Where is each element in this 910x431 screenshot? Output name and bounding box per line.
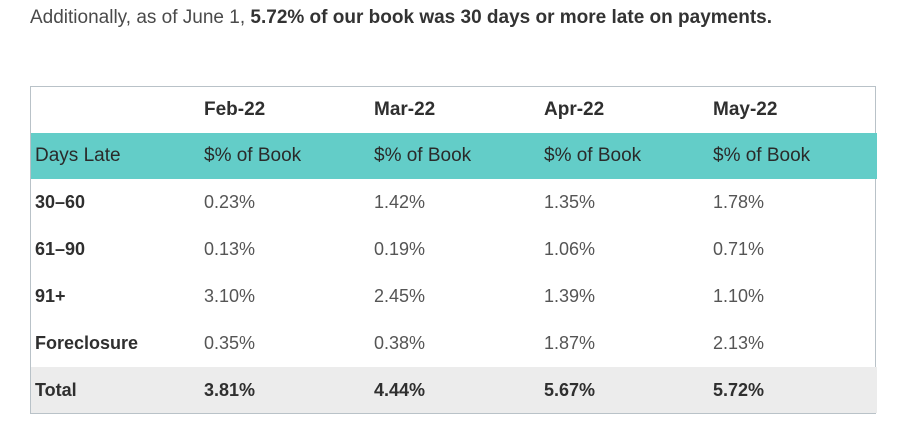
total-row: Total 3.81% 4.44% 5.67% 5.72% <box>31 367 877 413</box>
table-cell: 1.87% <box>544 333 596 353</box>
table-cell: 2.13% <box>713 333 765 353</box>
total-cell: 5.72% <box>709 367 877 413</box>
month-header: Feb-22 <box>204 99 266 120</box>
table-cell: 1.42% <box>374 192 426 212</box>
table-row: 30–60 0.23% 1.42% 1.35% 1.78% <box>31 179 877 226</box>
table-grid: Feb-22 Mar-22 Apr-22 May-22 Days Late $%… <box>31 87 877 413</box>
table-cell: 1.06% <box>544 239 596 259</box>
intro-highlight: 5.72% of our book was 30 days or more la… <box>250 7 773 28</box>
column-header: $% of Book <box>709 133 877 179</box>
table-row: Foreclosure 0.35% 0.38% 1.87% 2.13% <box>31 320 877 367</box>
row-label: 91+ <box>35 286 66 306</box>
row-label: 30–60 <box>35 192 86 212</box>
table-cell: 1.35% <box>544 192 596 212</box>
table-cell: 2.45% <box>374 286 426 306</box>
table-cell: 0.23% <box>204 192 256 212</box>
table-cell: 0.35% <box>204 333 256 353</box>
table-cell: 1.78% <box>713 192 765 212</box>
column-header-row: Days Late $% of Book $% of Book $% of Bo… <box>31 133 877 179</box>
month-header: Mar-22 <box>374 99 436 120</box>
table-cell: 0.71% <box>713 239 765 259</box>
total-cell: 4.44% <box>370 367 540 413</box>
intro-text: Additionally, as of June 1, <box>30 7 251 28</box>
row-label: 61–90 <box>35 239 86 259</box>
month-header: May-22 <box>713 99 778 120</box>
total-label: Total <box>31 367 200 413</box>
days-late-header: Days Late <box>31 133 200 179</box>
table-cell: 3.10% <box>204 286 256 306</box>
row-label: Foreclosure <box>35 333 139 353</box>
table-cell: 1.39% <box>544 286 596 306</box>
table-cell: 0.19% <box>374 239 426 259</box>
table-cell: 0.38% <box>374 333 426 353</box>
total-cell: 5.67% <box>540 367 709 413</box>
table-cell: 0.13% <box>204 239 256 259</box>
column-header: $% of Book <box>200 133 370 179</box>
intro-paragraph: Additionally, as of June 1, 5.72% of our… <box>30 6 772 30</box>
header-corner <box>31 87 200 133</box>
table-cell: 1.10% <box>713 286 765 306</box>
late-payments-table: Feb-22 Mar-22 Apr-22 May-22 Days Late $%… <box>30 86 877 414</box>
month-header-row: Feb-22 Mar-22 Apr-22 May-22 <box>31 87 877 133</box>
table-row: 61–90 0.13% 0.19% 1.06% 0.71% <box>31 226 877 273</box>
table-row: 91+ 3.10% 2.45% 1.39% 1.10% <box>31 273 877 320</box>
column-header: $% of Book <box>370 133 540 179</box>
total-cell: 3.81% <box>200 367 370 413</box>
column-header: $% of Book <box>540 133 709 179</box>
month-header: Apr-22 <box>544 99 605 120</box>
